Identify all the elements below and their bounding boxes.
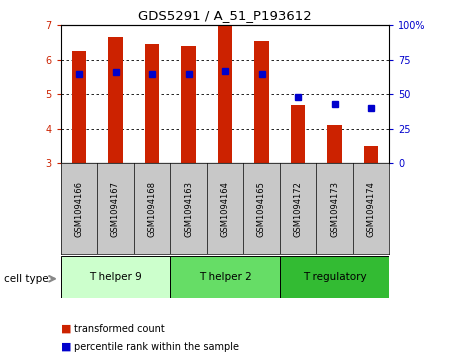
Bar [72, 51, 86, 163]
Text: GSM1094168: GSM1094168 [148, 181, 157, 237]
Bar [327, 125, 342, 163]
Bar [280, 256, 389, 298]
Text: GSM1094172: GSM1094172 [293, 181, 302, 237]
Text: GSM1094166: GSM1094166 [75, 181, 84, 237]
Text: transformed count: transformed count [74, 323, 165, 334]
Text: percentile rank within the sample: percentile rank within the sample [74, 342, 239, 352]
Bar [145, 44, 159, 163]
Text: GSM1094164: GSM1094164 [220, 181, 230, 237]
Text: ■: ■ [61, 342, 71, 352]
Text: T helper 2: T helper 2 [198, 272, 252, 282]
Text: ■: ■ [61, 323, 71, 334]
Text: GSM1094174: GSM1094174 [366, 181, 375, 237]
Bar [254, 41, 269, 163]
Bar [181, 46, 196, 163]
Bar [291, 105, 305, 163]
Text: GDS5291 / A_51_P193612: GDS5291 / A_51_P193612 [138, 9, 312, 22]
Text: cell type: cell type [4, 274, 49, 284]
Bar [364, 146, 378, 163]
Text: T helper 9: T helper 9 [89, 272, 142, 282]
Text: GSM1094163: GSM1094163 [184, 181, 193, 237]
Text: T regulatory: T regulatory [303, 272, 366, 282]
Text: GSM1094167: GSM1094167 [111, 181, 120, 237]
Bar [170, 256, 280, 298]
Text: GSM1094173: GSM1094173 [330, 181, 339, 237]
Text: GSM1094165: GSM1094165 [257, 181, 266, 237]
Bar [61, 256, 170, 298]
Bar [108, 37, 123, 163]
Bar [218, 25, 232, 163]
